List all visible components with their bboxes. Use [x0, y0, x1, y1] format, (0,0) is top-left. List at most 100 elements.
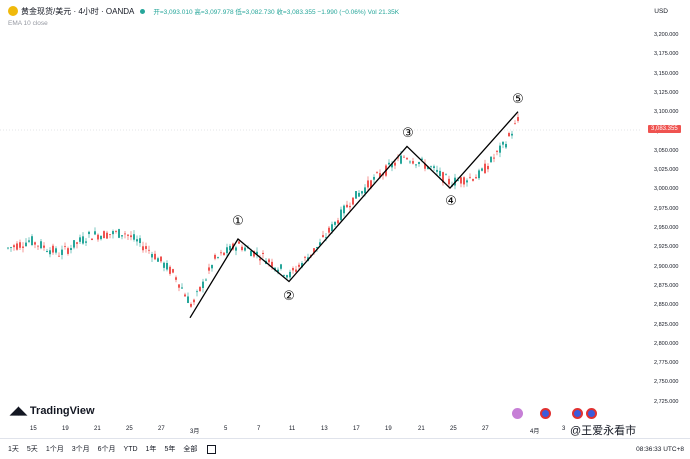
candle-body — [301, 263, 303, 268]
candle-body — [55, 248, 57, 253]
candle-body — [274, 267, 276, 271]
time-axis[interactable]: 15 19 21 25 27 3月 5 7 11 13 17 19 21 25 27 4月 3 — [0, 420, 640, 436]
candle-body — [127, 234, 129, 236]
candle-body — [517, 117, 519, 121]
range-button[interactable]: 1天 — [8, 446, 19, 453]
time-tick: 27 — [482, 426, 489, 432]
price-tick: 2,775.000 — [654, 360, 679, 367]
us-flag-icon[interactable] — [540, 408, 551, 419]
time-tick: 19 — [385, 426, 392, 432]
range-button[interactable]: 5年 — [164, 446, 176, 453]
candle-body — [118, 229, 120, 238]
candle-body — [334, 221, 336, 225]
calendar-icon[interactable] — [207, 444, 217, 454]
price-chart[interactable]: ① ② ③ ④ ⑤ — [0, 0, 640, 420]
candle-body — [58, 255, 60, 257]
price-axis[interactable]: 3,200.000 3,175.000 3,150.000 3,125.000 3,10… — [640, 0, 690, 430]
candle-body — [514, 123, 516, 125]
clock[interactable]: 08:36:33 UTC+8 — [636, 445, 684, 453]
price-tick: 2,975.000 — [654, 205, 679, 212]
candle-body — [370, 180, 372, 188]
time-tick: 15 — [30, 426, 37, 432]
author-watermark: @王爱永看市 — [570, 425, 637, 437]
candle-body — [376, 172, 378, 174]
price-tick: 2,725.000 — [654, 398, 679, 405]
candle-body — [463, 177, 465, 185]
time-tick: 21 — [418, 426, 425, 432]
candle-body — [280, 264, 282, 269]
candle-body — [223, 252, 225, 256]
candle-body — [208, 267, 210, 271]
price-tick: 3,000.000 — [654, 186, 679, 193]
candle-body — [136, 239, 138, 242]
candle-body — [157, 258, 159, 262]
candle-body — [193, 299, 195, 303]
currency-label[interactable]: USD — [654, 8, 668, 15]
candle-body — [367, 180, 369, 188]
candle-body — [91, 238, 93, 241]
candle-body — [442, 172, 444, 183]
chart-header: 黄金现货/美元 · 4小时 · OANDA 开=3,093.010 高=3,09… — [0, 0, 640, 22]
price-tick: 2,800.000 — [654, 340, 679, 347]
ohlc-readout: 开=3,093.010 高=3,097.978 低=3,082.730 收=3,… — [153, 9, 400, 16]
candle-body — [502, 141, 504, 145]
candle-body — [205, 279, 207, 281]
candle-body — [184, 294, 186, 297]
range-button[interactable]: 1个月 — [45, 446, 64, 453]
candle-body — [151, 254, 153, 258]
candle-body — [331, 224, 333, 232]
indicator-label[interactable]: EMA 10 close — [8, 20, 48, 27]
candle-body — [163, 262, 165, 268]
candle-body — [76, 242, 78, 244]
range-button[interactable]: 3个月 — [71, 446, 90, 453]
range-button[interactable]: 1年 — [145, 446, 157, 453]
candle-body — [295, 269, 297, 272]
candle-body — [418, 162, 420, 165]
candle-body — [49, 250, 51, 255]
candle-body — [409, 161, 411, 163]
symbol-title[interactable]: 黄金现货/美元 · 4小时 · OANDA — [21, 6, 135, 16]
time-tick: 17 — [353, 426, 360, 432]
candle-body — [430, 166, 432, 168]
candle-body — [358, 192, 360, 197]
tradingview-icon: ◢◣ — [10, 405, 27, 417]
candle-body — [313, 248, 315, 253]
candle-body — [262, 252, 264, 254]
time-tick: 7 — [257, 426, 261, 432]
wave-label: ⑤ — [512, 92, 524, 107]
range-button[interactable]: 全部 — [183, 446, 198, 453]
price-tick: 3,175.000 — [654, 51, 679, 58]
candle-body — [499, 145, 501, 153]
candle-body — [178, 284, 180, 288]
candle-body — [70, 248, 72, 250]
last-price-label: 3,083.355 — [648, 125, 681, 133]
candle-body — [40, 241, 42, 249]
candle-body — [445, 174, 447, 176]
candle-body — [37, 245, 39, 247]
candle-body — [271, 261, 273, 267]
candle-body — [439, 170, 441, 177]
candle-body — [13, 245, 15, 248]
candle-body — [478, 170, 480, 179]
candle-body — [256, 251, 258, 255]
candle-body — [85, 241, 87, 243]
candle-body — [469, 176, 471, 178]
candle-body — [226, 247, 228, 254]
range-button[interactable]: YTD — [123, 445, 138, 453]
candle-body — [166, 263, 168, 270]
time-tick: 19 — [62, 426, 69, 432]
candle-body — [154, 253, 156, 260]
event-icon[interactable] — [512, 408, 523, 419]
candle-body — [493, 157, 495, 159]
range-button[interactable]: 6个月 — [97, 446, 116, 453]
us-flag-icon[interactable] — [586, 408, 597, 419]
candle-body — [214, 254, 216, 259]
candle-body — [67, 248, 69, 254]
candle-body — [16, 243, 18, 250]
candle-body — [490, 156, 492, 163]
candle-body — [253, 250, 255, 257]
candle-body — [7, 247, 9, 249]
candle-body — [28, 240, 30, 242]
range-button[interactable]: 5天 — [26, 446, 38, 453]
us-flag-icon[interactable] — [572, 408, 583, 419]
